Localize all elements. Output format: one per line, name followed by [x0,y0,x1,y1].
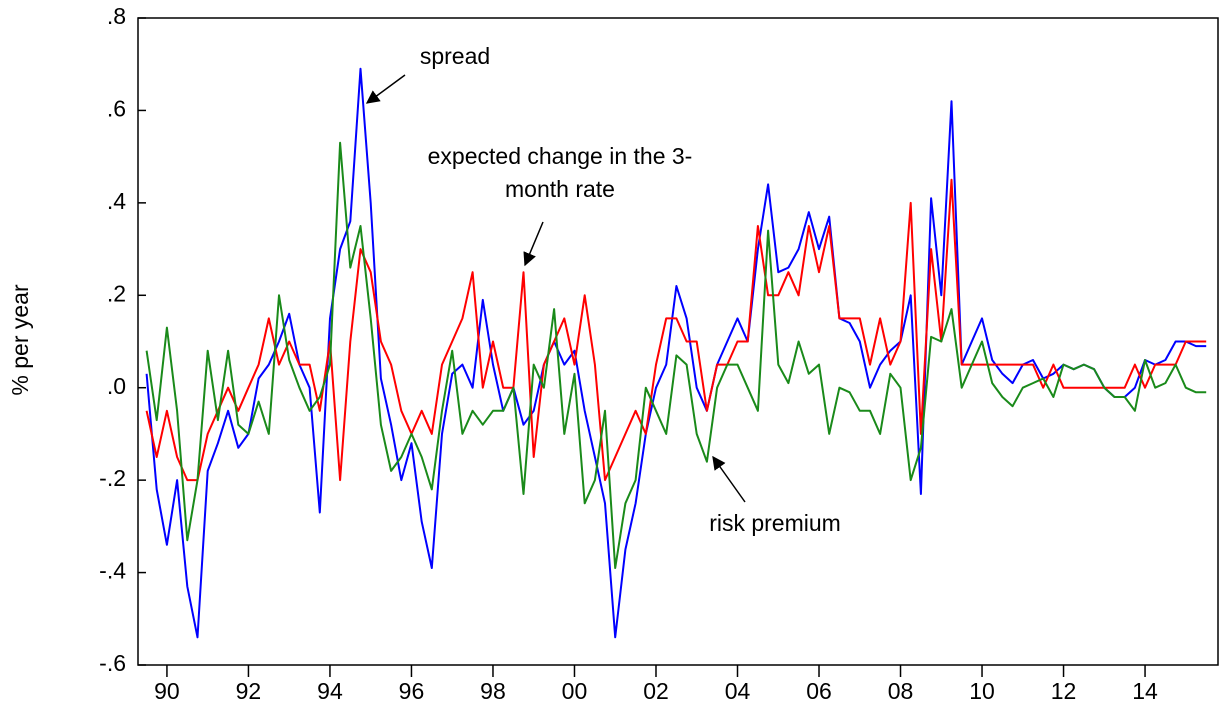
arrow [365,74,406,104]
x-tick-label: 06 [806,678,832,704]
y-tick-label: -.4 [99,558,126,584]
x-tick-label: 98 [480,678,506,704]
arrow [712,455,746,503]
x-tick-label: 90 [154,678,180,704]
y-tick-label: .6 [107,96,126,122]
y-tick-label: .4 [107,188,126,214]
x-tick-label: 02 [643,678,669,704]
y-tick-label: .2 [107,280,126,306]
x-tick-label: 10 [969,678,995,704]
series-annotation: risk premium [709,510,841,536]
x-tick-label: 08 [888,678,914,704]
x-tick-label: 14 [1132,678,1158,704]
y-tick-label: .0 [107,373,126,399]
series-annotation: expected change in the 3-month rate [427,143,693,202]
x-tick-label: 00 [562,678,588,704]
x-tick-label: 12 [1051,678,1077,704]
plot-frame [137,17,1219,666]
y-tick-label: -.6 [99,650,126,676]
y-axis-label: % per year [7,284,33,396]
series-annotation: spread [419,43,491,69]
series-line [145,67,1207,639]
series-line [145,141,1207,569]
y-tick-label: .8 [107,3,126,29]
x-tick-label: 94 [317,678,343,704]
y-tick-label: -.2 [99,465,126,491]
x-tick-label: 04 [725,678,751,704]
arrow [523,221,544,267]
x-tick-label: 96 [399,678,425,704]
x-tick-label: 92 [236,678,262,704]
series-line [145,178,1207,482]
